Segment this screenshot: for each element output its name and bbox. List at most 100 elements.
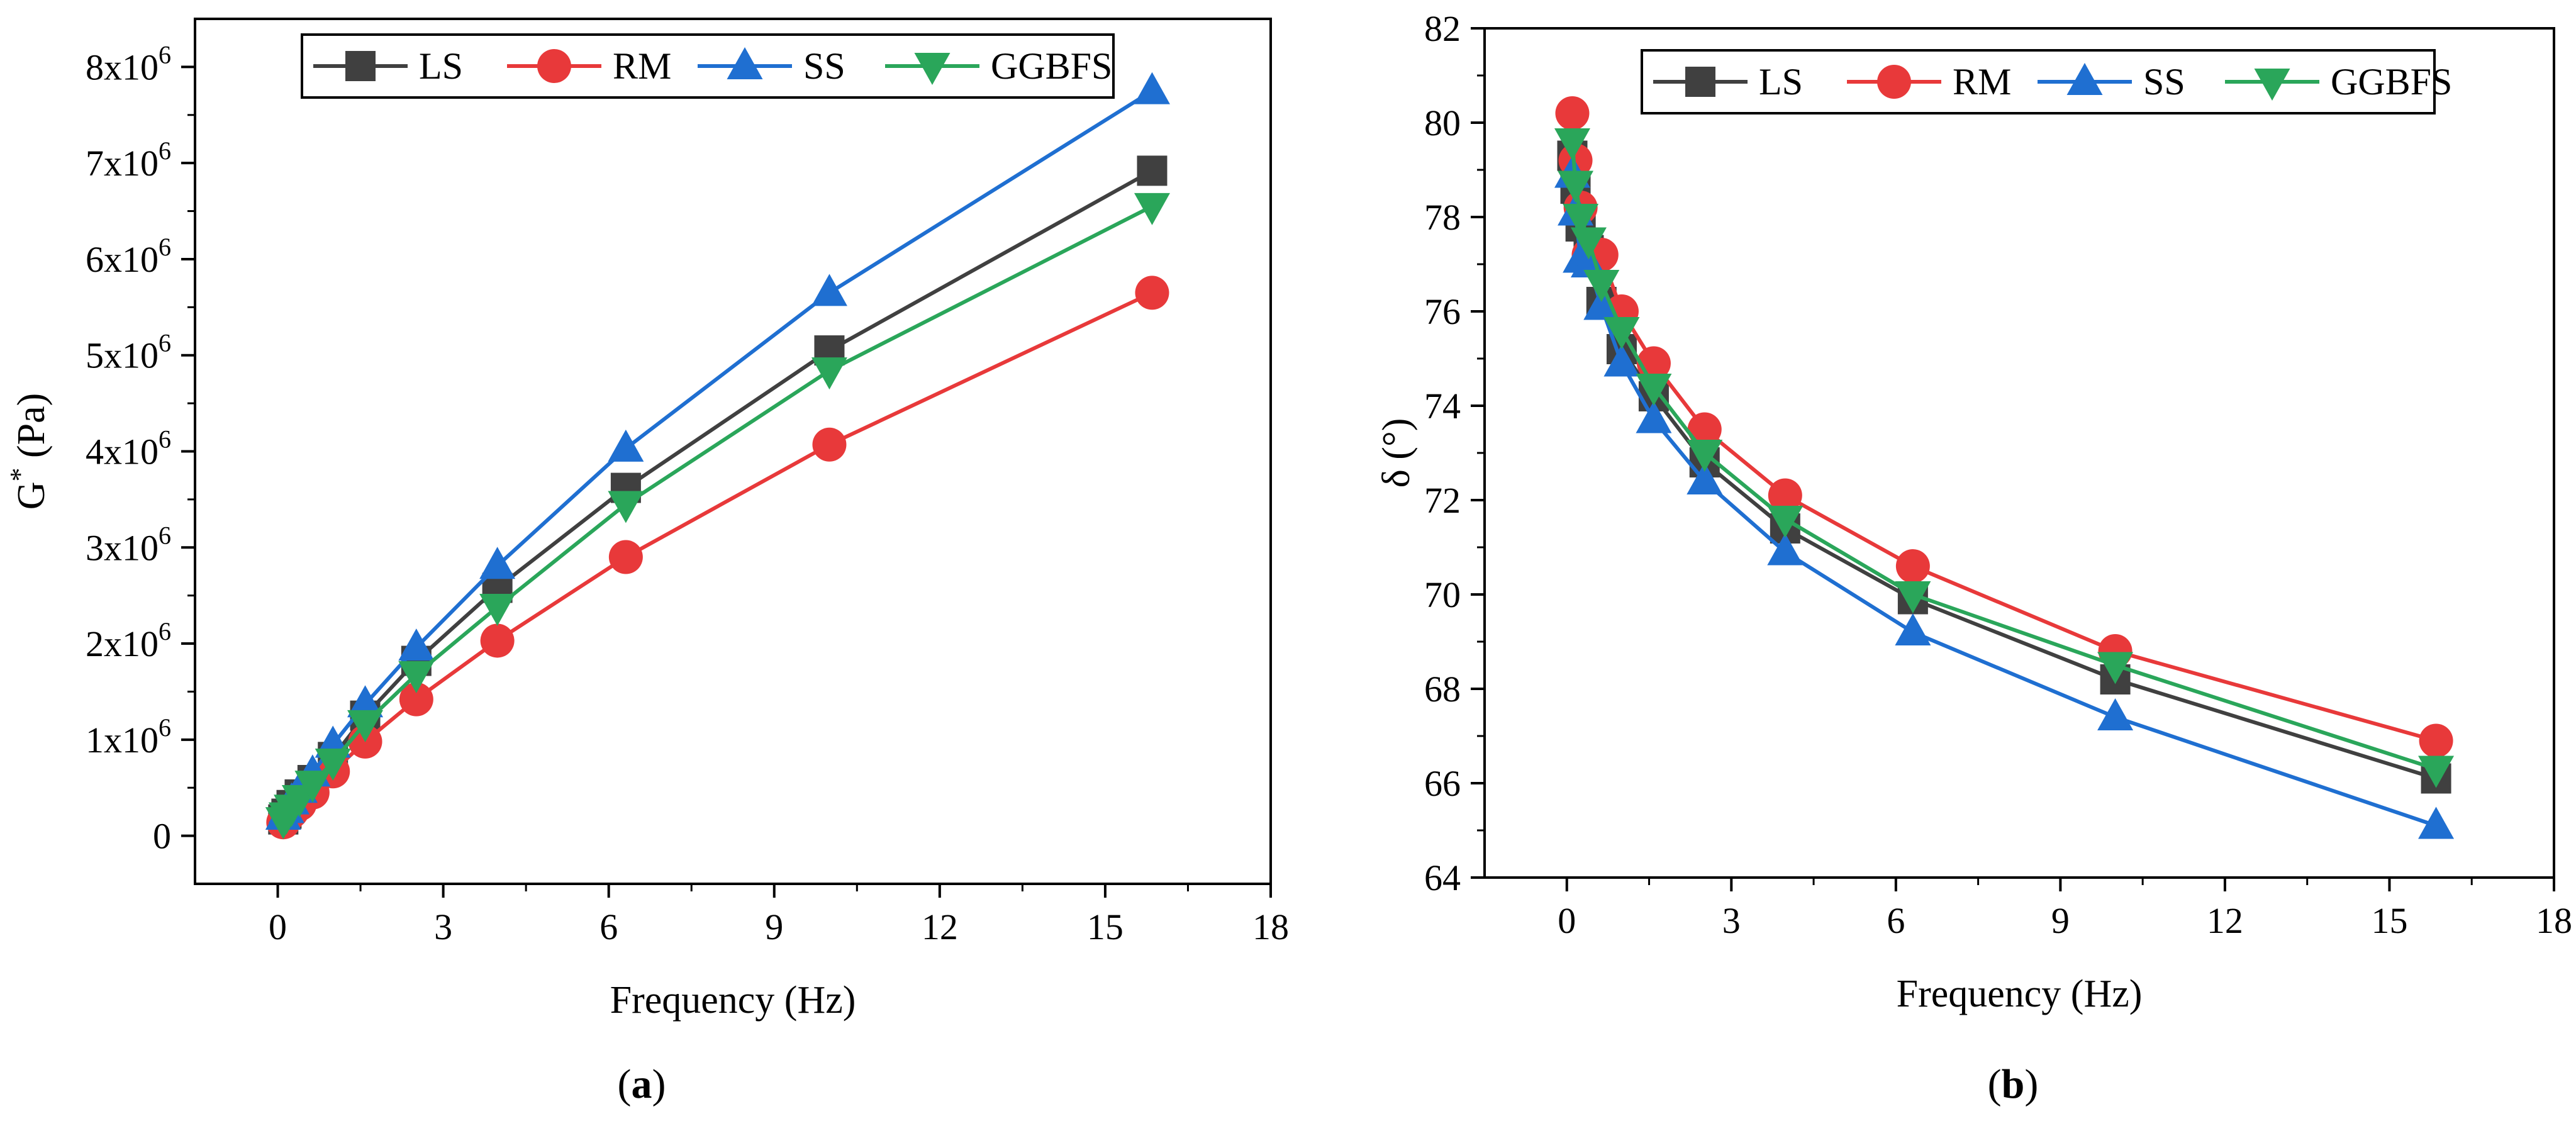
- y-tick-label: 5x106: [86, 329, 171, 376]
- x-axis-title: Frequency (Hz): [1897, 973, 2143, 1015]
- y-tick-label: 8x106: [86, 40, 171, 87]
- data-point: [2419, 723, 2453, 758]
- legend-label: GGBFS: [991, 45, 1112, 87]
- legend-item-ss: SS: [2038, 61, 2185, 103]
- data-point: [1554, 128, 1590, 160]
- data-point: [1555, 96, 1590, 130]
- data-point: [811, 357, 847, 390]
- legend-label: RM: [613, 45, 671, 87]
- data-point: [1134, 72, 1170, 104]
- x-tick-label: 12: [2207, 900, 2243, 941]
- series-ls: [268, 155, 1168, 835]
- data-point: [1895, 613, 1931, 645]
- series-rm: [1555, 96, 2453, 758]
- data-point: [1135, 276, 1169, 310]
- y-tick-label: 3x106: [86, 521, 171, 568]
- data-point: [315, 748, 351, 781]
- y-tick-label: 1x106: [86, 713, 171, 761]
- y-axis-title: δ (°): [1375, 418, 1418, 488]
- x-tick-label: 15: [1087, 906, 1124, 947]
- data-point: [1768, 478, 1802, 513]
- data-point: [1583, 287, 1620, 320]
- y-tick-label: 7x106: [86, 137, 171, 184]
- y-tick-label: 70: [1424, 574, 1461, 615]
- legend-item-rm: RM: [1847, 61, 2011, 103]
- y-tick-label: 4x106: [86, 425, 171, 472]
- panel-label: (b): [1988, 1061, 2039, 1107]
- data-point: [2097, 652, 2134, 684]
- data-point: [1687, 462, 1723, 494]
- data-point: [1137, 155, 1168, 186]
- y-tick-label: 2x106: [86, 617, 171, 664]
- data-point: [2418, 756, 2455, 788]
- data-point: [294, 771, 331, 803]
- series-line: [281, 291, 1153, 823]
- data-point: [1134, 192, 1170, 225]
- legend-item-ggbfs: GGBFS: [2225, 61, 2452, 103]
- y-tick-label: 68: [1424, 669, 1461, 710]
- data-point: [2097, 698, 2134, 730]
- data-point: [347, 710, 384, 742]
- x-tick-label: 6: [1887, 900, 1905, 941]
- legend-label: RM: [1953, 61, 2011, 103]
- data-point: [1570, 227, 1607, 260]
- legend-marker: [914, 53, 951, 85]
- x-tick-label: 3: [434, 906, 452, 947]
- data-point: [608, 540, 643, 574]
- chart-panel-b: 0 3 6 9 12 15 18 64 66 68 70 72 74 76 78 80 82 Frequency …: [1375, 8, 2572, 1107]
- data-point: [1636, 374, 1672, 406]
- x-tick-label: 12: [922, 906, 958, 947]
- y-tick-label: 6x106: [86, 233, 171, 280]
- data-point: [1895, 581, 1931, 613]
- legend-item-ls: LS: [313, 45, 463, 87]
- x-tick-label: 3: [1722, 900, 1741, 941]
- data-point: [812, 427, 847, 462]
- x-tick-label: 9: [2051, 900, 2070, 941]
- data-point: [1636, 401, 1672, 433]
- y-tick-label: 66: [1424, 763, 1461, 804]
- legend-item-ls: LS: [1653, 61, 1803, 103]
- legend-marker: [2254, 69, 2290, 101]
- legend-label: LS: [1759, 61, 1803, 103]
- legend: LS RM SS GGBFS: [301, 33, 1115, 99]
- data-point: [1583, 270, 1620, 302]
- y-tick-label: 0: [153, 816, 171, 857]
- data-point: [1687, 440, 1723, 472]
- panel-label: (a): [618, 1061, 666, 1107]
- data-point: [2418, 806, 2455, 839]
- data-point: [608, 491, 644, 523]
- data-point: [1603, 317, 1640, 349]
- y-tick-label: 80: [1424, 103, 1461, 143]
- data-point: [1767, 506, 1804, 538]
- legend-label: SS: [2143, 61, 2185, 103]
- data-point: [479, 594, 516, 626]
- x-axis-title: Frequency (Hz): [610, 979, 856, 1022]
- legend-label: GGBFS: [2331, 61, 2452, 103]
- legend-marker: [727, 47, 763, 79]
- data-point: [1558, 170, 1594, 203]
- legend: LS RM SS GGBFS: [1641, 49, 2452, 114]
- data-point: [479, 547, 516, 579]
- data-point: [480, 623, 515, 658]
- x-tick-label: 18: [2536, 900, 2572, 941]
- legend-label: SS: [803, 45, 845, 87]
- data-point: [347, 685, 384, 718]
- legend-label: LS: [419, 45, 463, 87]
- data-point: [1767, 533, 1804, 566]
- legend-marker: [345, 51, 376, 81]
- y-axis-title: G* (Pa): [4, 393, 53, 510]
- legend-marker: [2066, 63, 2103, 95]
- legend-marker: [1685, 67, 1715, 97]
- data-point: [1603, 344, 1640, 377]
- plot-frame: [1483, 27, 2555, 879]
- data-point: [398, 661, 435, 693]
- x-tick-label: 0: [1558, 900, 1576, 941]
- series-ggbfs: [1554, 128, 2455, 788]
- series-ggbfs: [265, 192, 1170, 840]
- x-tick-label: 6: [599, 906, 618, 947]
- x-tick-label: 18: [1252, 906, 1289, 947]
- y-tick-label: 82: [1424, 8, 1461, 49]
- data-point: [399, 682, 433, 717]
- legend-marker: [537, 49, 571, 83]
